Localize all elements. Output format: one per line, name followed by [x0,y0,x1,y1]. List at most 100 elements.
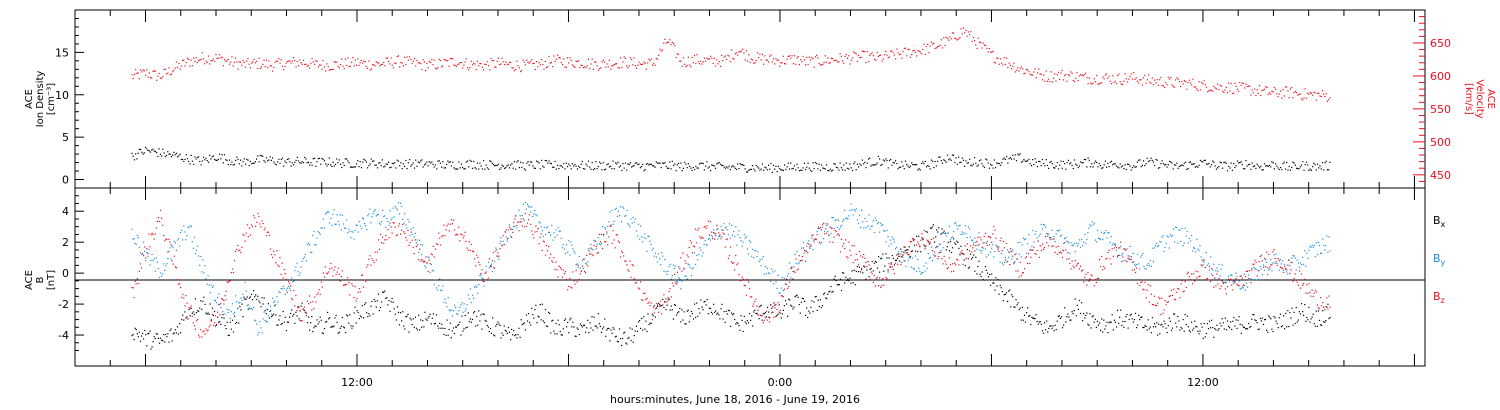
velocity-series-point [677,53,680,55]
bz-series-point [221,298,223,300]
by-series-point [408,221,410,223]
density-series-point [152,148,154,150]
bz-series-point [496,255,498,257]
by-series-point [1262,264,1265,266]
velocity-series-point [1160,76,1162,79]
by-series-point [1125,260,1127,262]
bx-series-point [1022,319,1024,321]
bx-series-point [646,330,648,332]
bx-series-point [349,314,351,316]
velocity-series-point [1102,76,1104,78]
density-series-point [1281,168,1283,171]
by-series-point [1207,263,1210,265]
by-series-point [464,310,466,312]
bz-series-point [628,270,630,272]
by-series-point [1238,280,1240,282]
by-series-point [404,213,406,215]
bx-series-point [899,260,901,262]
by-series-point [1244,289,1247,291]
by-series-point [560,237,562,239]
bx-series-point [695,316,697,319]
bx-series-point [212,314,214,317]
velocity-series-point [1048,78,1050,80]
velocity-series-point [226,60,228,62]
density-series-point [168,153,170,155]
bz-series-point [132,287,134,289]
by-series-point [811,237,813,239]
by-series-point [1285,268,1287,270]
velocity-series-point [613,63,615,66]
velocity-series-point [846,57,849,59]
density-series-point [267,160,269,162]
bx-series-point [847,278,849,280]
by-series-point [200,255,202,258]
velocity-series-point [1154,79,1156,81]
velocity-series-point [774,63,776,65]
bx-series-point [1179,329,1181,331]
density-series-point [1164,164,1166,166]
velocity-series-point [645,68,647,70]
by-series-point [1260,268,1262,270]
by-series-point [236,301,238,303]
velocity-series-point [225,60,227,62]
by-series-point [277,301,279,303]
by-series-point [920,273,922,275]
bx-series-point [216,324,218,326]
by-series-point [561,247,563,249]
bx-series-point [351,327,353,329]
bx-series-point [1146,329,1148,331]
bx-series-point [610,329,612,331]
velocity-series-point [454,65,456,67]
density-series-point [491,162,493,164]
bx-series-point [794,296,796,298]
bx-series-point [208,313,210,315]
velocity-series-point [201,52,203,54]
density-series-point [286,158,288,160]
bx-series-point [1053,330,1055,332]
by-series-point [612,223,614,225]
velocity-series-point [199,59,201,61]
by-series-point [884,230,886,232]
by-series-point [375,215,377,217]
by-series-point [267,315,269,317]
bx-series-point [559,330,561,333]
by-series-point [1052,238,1054,240]
density-series-point [1097,166,1099,168]
bx-series-point [671,309,673,311]
by-series-point [1102,239,1104,241]
velocity-series-point [729,60,731,63]
by-series-point [1165,242,1167,244]
bx-series-point [1094,318,1096,320]
density-series-point [1017,153,1019,155]
density-series-point [573,165,575,167]
velocity-series-point [859,57,861,59]
bx-series-point [981,271,983,273]
by-series-point [676,281,678,283]
by-series-point [461,302,463,304]
bx-series-point [479,320,481,322]
velocity-series-point [981,47,983,49]
bz-series-point [404,232,406,235]
bx-series-point [470,321,472,323]
velocity-series-point [610,68,612,70]
by-series-point [264,319,266,322]
density-series-point [1212,160,1214,162]
density-series-point [448,161,450,163]
by-series-point [1118,247,1120,249]
bz-series-point [524,213,526,215]
bx-series-point [974,270,976,272]
by-series-point [944,232,946,234]
bx-series-point [869,268,871,270]
by-series-point [247,304,249,306]
density-series-point [1308,169,1310,171]
density-series-point [205,157,207,159]
bz-series-point [680,257,682,259]
velocity-series-point [1208,90,1210,92]
density-series-point [374,164,376,166]
density-series-point [1320,168,1322,170]
bx-series-point [1000,287,1002,289]
bx-series-point [476,315,478,317]
bx-series-point [680,321,682,323]
by-series-point [297,271,299,273]
density-series-point [1187,168,1189,170]
